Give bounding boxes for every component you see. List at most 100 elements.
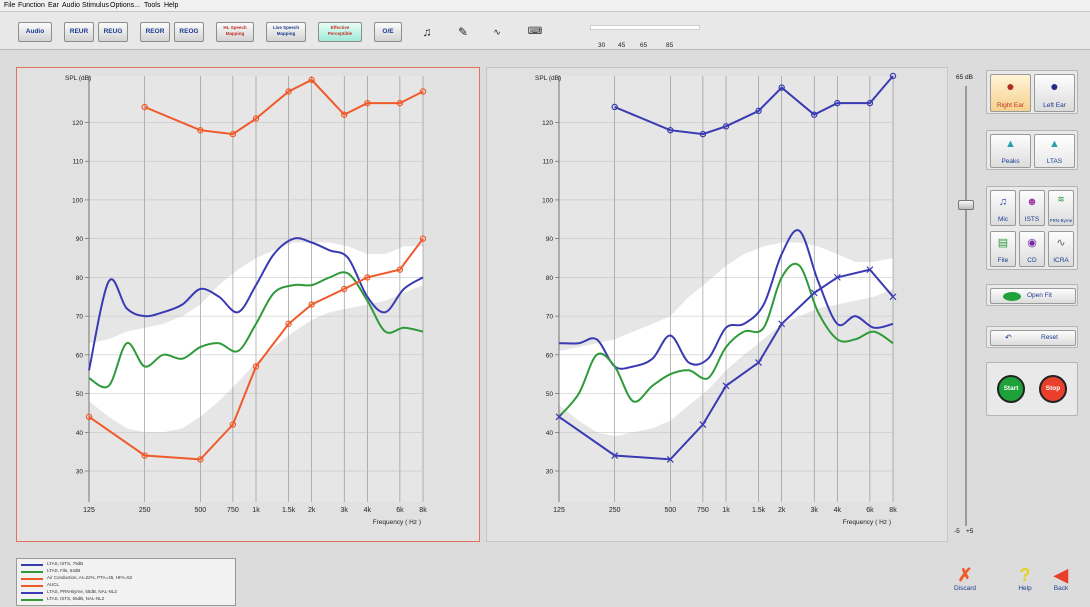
data-point	[141, 103, 148, 111]
level-30[interactable]: 30	[598, 42, 606, 49]
x-tick-label: 125	[553, 507, 565, 514]
x-axis-label: Frequency ( Hz )	[373, 519, 421, 526]
peaks-button[interactable]: ▲ Peaks	[990, 134, 1031, 168]
effective-perceptible-button[interactable]: Effective Perceptible	[318, 22, 362, 42]
data-point	[667, 127, 674, 134]
hl-speech-mapping-button[interactable]: HL Speech Mapping	[216, 22, 254, 42]
help-icon: ?	[1019, 565, 1031, 585]
y-tick-label: 120	[542, 120, 553, 127]
audio-button[interactable]: Audio	[18, 22, 52, 42]
legend-label: AUCL	[47, 582, 60, 587]
level-45[interactable]: 45	[618, 42, 626, 49]
file-button[interactable]: ▤ File	[990, 231, 1016, 267]
menu-function[interactable]: Function	[18, 2, 45, 9]
discard-button[interactable]: ✗ Discard	[948, 565, 982, 603]
start-button[interactable]: Start	[997, 375, 1025, 403]
legend-label: LTAS, ISTS, 79dB	[47, 561, 84, 566]
back-label: Back	[1053, 585, 1069, 592]
back-arrow-icon: ◀	[1054, 565, 1068, 585]
reur-button[interactable]: REUR	[64, 22, 94, 42]
undo-icon: ↶	[1005, 333, 1012, 342]
open-fit-button[interactable]: Open Fit	[990, 288, 1076, 304]
series-line	[144, 78, 424, 136]
data-point	[197, 456, 204, 463]
ists-button[interactable]: ☻ ISTS	[1019, 190, 1045, 226]
y-tick-label: 120	[72, 120, 83, 127]
y-axis-label: SPL (dB)	[65, 75, 91, 82]
menu-tools[interactable]: Tools	[144, 2, 161, 9]
y-tick-label: 50	[76, 391, 84, 398]
legend-label: LTAS, PRN-Byrne, 55dB, NAL-NL2	[47, 589, 117, 594]
audiogram-level-bar	[590, 25, 700, 30]
x-tick-label: 1.5k	[282, 507, 296, 514]
stop-button[interactable]: Stop	[1039, 375, 1067, 403]
volume-track	[965, 86, 967, 526]
level-85[interactable]: 85	[666, 42, 674, 49]
keyboard-icon[interactable]: ⌨	[527, 26, 543, 37]
data-point	[396, 266, 404, 273]
file-label: File	[997, 257, 1009, 264]
x-tick-label: 4k	[364, 507, 372, 514]
reug-button[interactable]: REUG	[98, 22, 128, 42]
menu-ear[interactable]: Ear	[48, 2, 59, 9]
live-speech-mapping-button[interactable]: Live Speech Mapping	[266, 22, 306, 42]
reog-button[interactable]: REOG	[174, 22, 204, 42]
help-label: Help	[1018, 585, 1032, 592]
prn-byrne-button[interactable]: ≋ PRN-Byrne	[1048, 190, 1074, 226]
reset-button[interactable]: ↶ Reset	[990, 330, 1076, 346]
notes-icon[interactable]: ✎	[457, 25, 469, 39]
menu-bar: File Function Ear Audio Stimulus Options…	[0, 0, 1090, 12]
level-65[interactable]: 65	[640, 42, 648, 49]
back-button[interactable]: ◀ Back	[1044, 565, 1078, 603]
series-line	[88, 237, 424, 371]
cd-button[interactable]: ◉ CD	[1019, 231, 1045, 267]
volume-thumb[interactable]	[958, 200, 974, 210]
legend-swatch	[21, 599, 43, 601]
mic-icon: ♫	[998, 196, 1008, 208]
right-ear-chart-panel: 125 250 500 750 1k 1.5k 2k 3k 4k 6k 8k 30 40 50 60 70 80…	[486, 67, 948, 542]
right-ear-chart[interactable]: 125 250 500 750 1k 1.5k 2k 3k 4k 6k 8k 30 40 50 60 70 80…	[487, 68, 947, 541]
icra-button[interactable]: ∿ ICRA	[1048, 231, 1074, 267]
x-tick-label: 4k	[834, 507, 842, 514]
series-line	[88, 271, 424, 389]
target-point-x	[555, 413, 563, 421]
help-button[interactable]: ? Help	[1008, 565, 1042, 603]
volume-max-label: +5	[966, 528, 974, 535]
menu-stimulus[interactable]: Stimulus	[82, 2, 109, 9]
ltas-button[interactable]: ▲ LTAS	[1034, 134, 1075, 168]
menu-help[interactable]: Help	[164, 2, 179, 9]
mic-button[interactable]: ♫ Mic	[990, 190, 1016, 226]
reor-button[interactable]: REOR	[140, 22, 170, 42]
menu-file[interactable]: File	[4, 2, 16, 9]
legend-label: Air Conduction, AI=22%, PTA=45, HFA=52	[47, 575, 133, 580]
series-line	[88, 238, 424, 461]
oe-button[interactable]: O/E	[374, 22, 402, 42]
y-tick-label: 90	[546, 236, 554, 243]
x-tick-label: 3k	[341, 507, 349, 514]
volume-top-label: 65 dB	[956, 74, 973, 81]
legend-swatch	[21, 571, 43, 573]
data-point	[197, 127, 204, 134]
data-point	[755, 107, 762, 115]
left-ear-chart[interactable]: 125 250 500 750 1k 1.5k 2k 3k 4k 6k 8k 30 40 50 60 70 80…	[17, 68, 479, 541]
target-point-x	[833, 273, 841, 281]
volume-slider[interactable]: 65 dB -5 +5	[952, 70, 982, 540]
left-ear-button[interactable]: ● Left Ear	[1034, 74, 1075, 112]
target-point-x	[722, 382, 730, 390]
signal-icon[interactable]: ∿	[493, 27, 501, 37]
data-point	[364, 274, 371, 281]
menu-audio[interactable]: Audio	[62, 2, 80, 9]
file-icon: ▤	[997, 237, 1009, 249]
right-ear-button[interactable]: ● Right Ear	[990, 74, 1031, 112]
y-tick-label: 70	[546, 314, 554, 321]
ltas-label: LTAS	[1046, 158, 1063, 165]
y-tick-label: 100	[542, 197, 553, 204]
discard-label: Discard	[953, 585, 977, 592]
x-axis-label: Frequency ( Hz )	[843, 519, 891, 526]
open-fit-label: Open Fit	[1027, 292, 1052, 299]
menu-options[interactable]: Options...	[110, 2, 140, 9]
data-point	[229, 421, 237, 428]
headphones-icon[interactable]: ♫	[422, 25, 432, 39]
discard-icon: ✗	[957, 565, 973, 585]
y-tick-label: 70	[76, 314, 84, 321]
